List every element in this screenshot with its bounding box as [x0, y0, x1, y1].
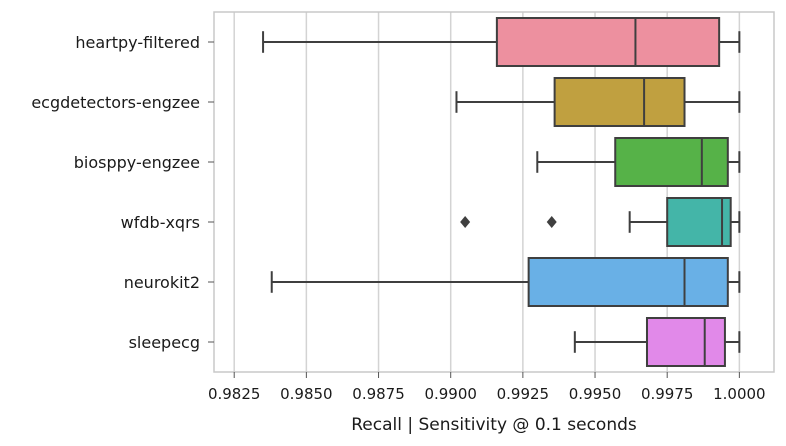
box-iqr	[495, 17, 721, 67]
x-axis-title: Recall | Sensitivity @ 0.1 seconds	[351, 415, 637, 435]
outlier-point	[546, 216, 557, 228]
box-iqr	[614, 137, 729, 187]
x-tick-label: 0.9825	[208, 385, 261, 403]
box-iqr	[666, 197, 732, 247]
category-label: neurokit2	[124, 273, 200, 292]
plot-area	[214, 12, 774, 372]
box-iqr	[527, 257, 729, 307]
x-axis-ticks: 0.9825 0.9850 0.9875 0.9900 0.9925 0.9950 0.99…	[208, 372, 766, 403]
box-sleepecg	[573, 317, 741, 367]
y-axis-categories: heartpy-filtered ecgdetectors-engzee biosp…	[31, 33, 214, 352]
x-tick-label: 0.9850	[280, 385, 333, 403]
box-heartpy-filtered	[262, 17, 741, 67]
category-label: heartpy-filtered	[75, 33, 200, 52]
category-label: ecgdetectors-engzee	[31, 93, 200, 112]
category-label: wfdb-xqrs	[121, 213, 200, 232]
x-tick-label: 0.9900	[424, 385, 477, 403]
grid-lines	[233, 12, 741, 372]
outlier-point	[460, 216, 471, 228]
box-iqr	[645, 317, 726, 367]
plot-frame	[213, 11, 775, 373]
box-wfdb-xqrs	[460, 197, 741, 247]
boxes	[262, 17, 741, 367]
x-tick-label: 1.0000	[713, 385, 766, 403]
box-iqr	[553, 77, 686, 127]
box-ecgdetectors-engzee	[455, 77, 741, 127]
x-tick-label: 0.9975	[641, 385, 694, 403]
box-neurokit2	[270, 257, 741, 307]
category-label: biosppy-engzee	[74, 153, 200, 172]
box-biosppy-engzee	[536, 137, 741, 187]
x-tick-label: 0.9875	[352, 385, 405, 403]
x-tick-label: 0.9925	[497, 385, 550, 403]
x-tick-label: 0.9950	[569, 385, 622, 403]
category-label: sleepecg	[129, 333, 200, 352]
